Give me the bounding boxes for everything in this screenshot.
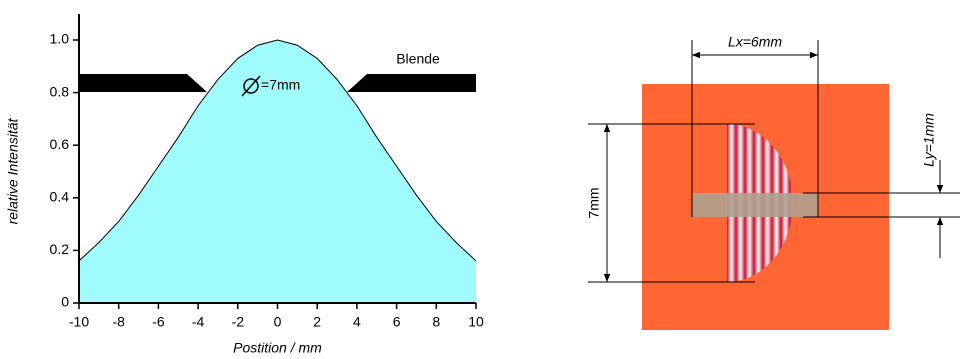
aperture [79,74,207,92]
x-tick-label: -8 [112,314,125,330]
x-tick-label: 2 [313,314,321,330]
chart: 0 0.2 0.4 0.6 0.8 1.0 -10 -8 -6 -4 -2 0 2 4 6 8 10 Postit… [5,14,484,356]
area [79,40,476,303]
y-tick-label: 0.4 [50,189,70,205]
y-tick-label: 0.8 [50,83,70,99]
x-axis-label: Postition / mm [233,340,322,356]
dim-label: Lx=6mm [728,34,782,50]
x-tick-label: 8 [432,314,440,330]
x-tick-label: 0 [274,314,282,330]
y-tick-label: 0.6 [50,136,70,152]
aperture [347,74,476,92]
slit [692,193,818,217]
annotation: Blende [396,51,440,67]
annotation: =7mm [261,77,300,93]
x-tick-label: -10 [69,314,89,330]
diagram: Lx=6mm 7mm Ly=1mm [586,34,960,330]
y-tick-label: 1.0 [50,31,70,47]
curve [78,39,477,262]
x-tick-label: 4 [353,314,361,330]
dim-label: 7mm [586,187,602,218]
x-tick-label: -2 [232,314,245,330]
y-axis-label: relative Intensität [5,117,21,224]
dim-label: Ly=1mm [921,113,937,167]
x-tick-label: 10 [468,314,484,330]
x-tick-label: 6 [393,314,401,330]
x-tick-label: -4 [192,314,205,330]
y-tick-label: 0 [61,294,69,310]
x-tick-label: -6 [152,314,165,330]
diameter-symbol [241,75,261,97]
y-tick-label: 0.2 [50,241,70,257]
